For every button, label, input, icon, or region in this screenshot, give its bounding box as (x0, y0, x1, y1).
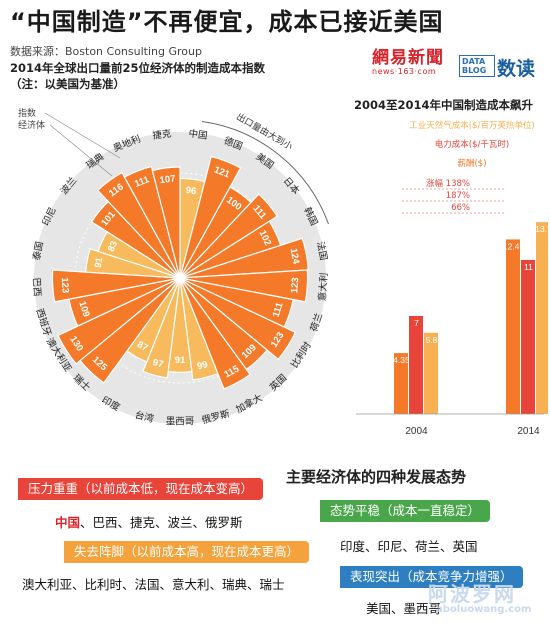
bar-legend-1: 电力成本($/千瓦时) (435, 139, 509, 150)
radial-category-label-19: 泰国 (30, 240, 45, 261)
radial-bar-22 (96, 171, 181, 279)
radial-order-arrow (201, 121, 329, 225)
bar-legend-0: 工业天然气成本($/百万英热单位) (409, 120, 534, 131)
bar-value-2014-2: 12.47 (503, 241, 525, 251)
radial-bar-8 (179, 277, 297, 361)
bar-2004-2 (394, 353, 408, 414)
bar-value-2004-0: 5.8 (426, 335, 438, 345)
bar-2004-0 (424, 332, 438, 414)
radial-value-label-5: 124 (288, 247, 302, 265)
bar-value-2004-2: 4.35 (393, 355, 410, 365)
data-source: 数据来源：Boston Consulting Group (10, 45, 202, 58)
bar-2004-1 (409, 316, 423, 414)
shudu-logo: 数读 (497, 58, 536, 80)
radial-bar-18 (51, 269, 181, 303)
trends-title: 主要经济体的四种发展态势 (286, 468, 467, 486)
radial-bar-24 (151, 166, 181, 279)
netease-logo-url: news·163·com (372, 67, 437, 76)
bar-2014-2 (506, 239, 520, 414)
datablog-logo-line2: BLOG (462, 66, 487, 75)
netease-logo-text: 網易新聞 (372, 48, 444, 68)
radial-legend-line-1 (44, 112, 121, 159)
radial-category-label-7: 荷兰 (308, 311, 325, 333)
radial-value-label-11: 99 (196, 359, 209, 372)
bar-chart-title: 2004至2014年中国制造成本飙升 (354, 98, 534, 112)
radial-category-label-5: 法国 (314, 240, 329, 261)
trend-member-china: 中国 (55, 515, 81, 530)
radial-value-label-6: 123 (289, 277, 301, 294)
radial-category-label-18: 巴西 (30, 277, 42, 297)
bar-category-label-1: 2014 (517, 426, 540, 437)
bar-2014-0 (536, 222, 548, 414)
radial-value-label-20: 83 (106, 239, 120, 253)
trend-members-losing: 澳大利亚、比利时、法国、意大利、瑞典、瑞士 (22, 577, 285, 592)
trend-members-stable: 印度、印尼、荷兰、英国 (340, 539, 478, 554)
page-title: “中国制造”不再便宜，成本已接近美国 (10, 8, 444, 36)
radial-value-label-18: 123 (59, 277, 71, 294)
trend-label-losing: 失去阵脚（以前成本高，现在成本更高） (64, 541, 310, 563)
radial-category-label-0: 中国 (188, 127, 208, 141)
trend-members-pressure-rest: 、巴西、捷克、波兰、俄罗斯 (80, 515, 243, 530)
bar-growth-label-0: 涨幅 138% (426, 178, 470, 189)
trend-members-pressure: 中国、巴西、捷克、波兰、俄罗斯 (55, 512, 243, 531)
radial-value-label-14: 87 (135, 339, 150, 354)
radial-bar-10 (179, 277, 251, 390)
bar-growth-label-2: 66% (451, 203, 470, 213)
radial-bar-1 (179, 155, 242, 279)
radial-bar-3 (179, 193, 279, 279)
radial-category-label-6: 意大利 (316, 272, 330, 301)
datablog-logo-line1: DATA (462, 57, 486, 66)
radial-value-label-23: 111 (133, 174, 151, 190)
radial-order-label: 出口量由大到小 (234, 111, 295, 153)
radial-category-label-24: 捷克 (152, 127, 173, 141)
radial-category-label-13: 台湾 (134, 409, 156, 425)
bar-category-label-0: 2004 (405, 426, 428, 437)
radial-bar-5 (179, 237, 309, 279)
radial-value-label-19: 91 (93, 256, 106, 269)
trend-label-outstanding: 表现突出（成本竞争力增强） (340, 566, 523, 588)
bar-value-2014-0: 13.7 (535, 224, 548, 234)
radial-bar-11 (179, 277, 219, 381)
bar-legend-2: 薪酬($) (457, 158, 486, 169)
bar-value-2014-1: 11 (524, 262, 533, 272)
watermark-logo: 阿波罗网 (428, 582, 516, 606)
radial-value-label-17: 109 (76, 300, 91, 318)
trend-label-stable: 态势平稳（成本一直稳定） (320, 500, 491, 522)
radial-value-label-7: 111 (271, 300, 286, 318)
radial-bar-23 (123, 165, 181, 279)
radial-legend-index: 指数 (18, 107, 36, 119)
bar-growth-label-1: 187% (446, 191, 470, 201)
radial-bar-16 (57, 277, 181, 365)
radial-bar-6 (179, 269, 309, 303)
radial-value-label-24: 107 (159, 173, 176, 186)
bar-2014-1 (521, 260, 535, 414)
watermark-url: aboluowang.com (436, 604, 532, 615)
trend-label-pressure: 压力重重（以前成本低，现在成本变高） (18, 478, 264, 500)
radial-chart-note: （注：以美国为基准） (10, 77, 125, 91)
radial-legend-line-2 (49, 124, 113, 177)
radial-legend-economy: 经济体 (18, 119, 45, 131)
radial-value-label-0: 96 (185, 185, 197, 197)
trend-members-outstanding: 美国、墨西哥 (366, 601, 442, 616)
netease-news-logo: 網易新聞 news·163·com (372, 49, 446, 79)
datablog-logo: DATA BLOG (459, 55, 495, 83)
radial-value-label-13: 97 (152, 357, 165, 370)
bar-value-2004-1: 7 (414, 318, 419, 328)
radial-chart-title: 2014年全球出口量前25位经济体的制造成本指数 (10, 61, 266, 75)
radial-category-label-12: 墨西哥 (166, 417, 195, 428)
china-cost-bar-chart: 工业天然气成本($/百万英热单位) 电力成本($/千瓦时) 薪酬($) 涨幅 138%… (356, 120, 548, 437)
radial-value-label-12: 91 (175, 355, 186, 366)
